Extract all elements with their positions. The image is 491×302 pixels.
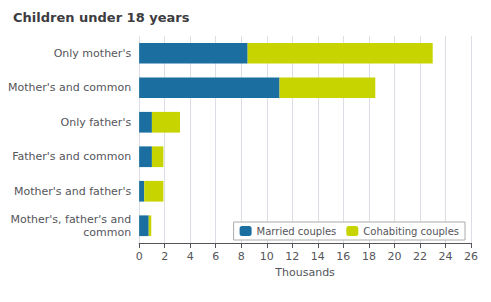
svg-text:18: 18 (362, 250, 376, 263)
svg-text:Only mother's: Only mother's (54, 47, 132, 60)
svg-text:Children under 18 years: Children under 18 years (13, 10, 190, 25)
svg-text:26: 26 (464, 250, 478, 263)
svg-text:24: 24 (438, 250, 452, 263)
svg-text:2: 2 (161, 250, 168, 263)
svg-text:12: 12 (285, 250, 299, 263)
svg-text:Mother's and common: Mother's and common (8, 81, 131, 94)
svg-text:Thousands: Thousands (274, 266, 335, 279)
svg-text:8: 8 (238, 250, 245, 263)
svg-text:6: 6 (212, 250, 219, 263)
svg-text:Mother's and father's: Mother's and father's (14, 185, 131, 198)
svg-text:Cohabiting couples: Cohabiting couples (363, 226, 459, 237)
svg-text:22: 22 (413, 250, 427, 263)
svg-text:Only father's: Only father's (61, 116, 132, 129)
svg-text:0: 0 (136, 250, 143, 263)
svg-text:14: 14 (311, 250, 325, 263)
svg-text:Mother's, father's and: Mother's, father's and (10, 213, 131, 226)
svg-text:Married couples: Married couples (257, 226, 337, 237)
svg-text:Father's and common: Father's and common (12, 150, 131, 163)
svg-text:10: 10 (260, 250, 274, 263)
svg-text:16: 16 (336, 250, 350, 263)
svg-text:20: 20 (387, 250, 401, 263)
svg-text:common: common (83, 226, 131, 239)
svg-text:4: 4 (187, 250, 194, 263)
